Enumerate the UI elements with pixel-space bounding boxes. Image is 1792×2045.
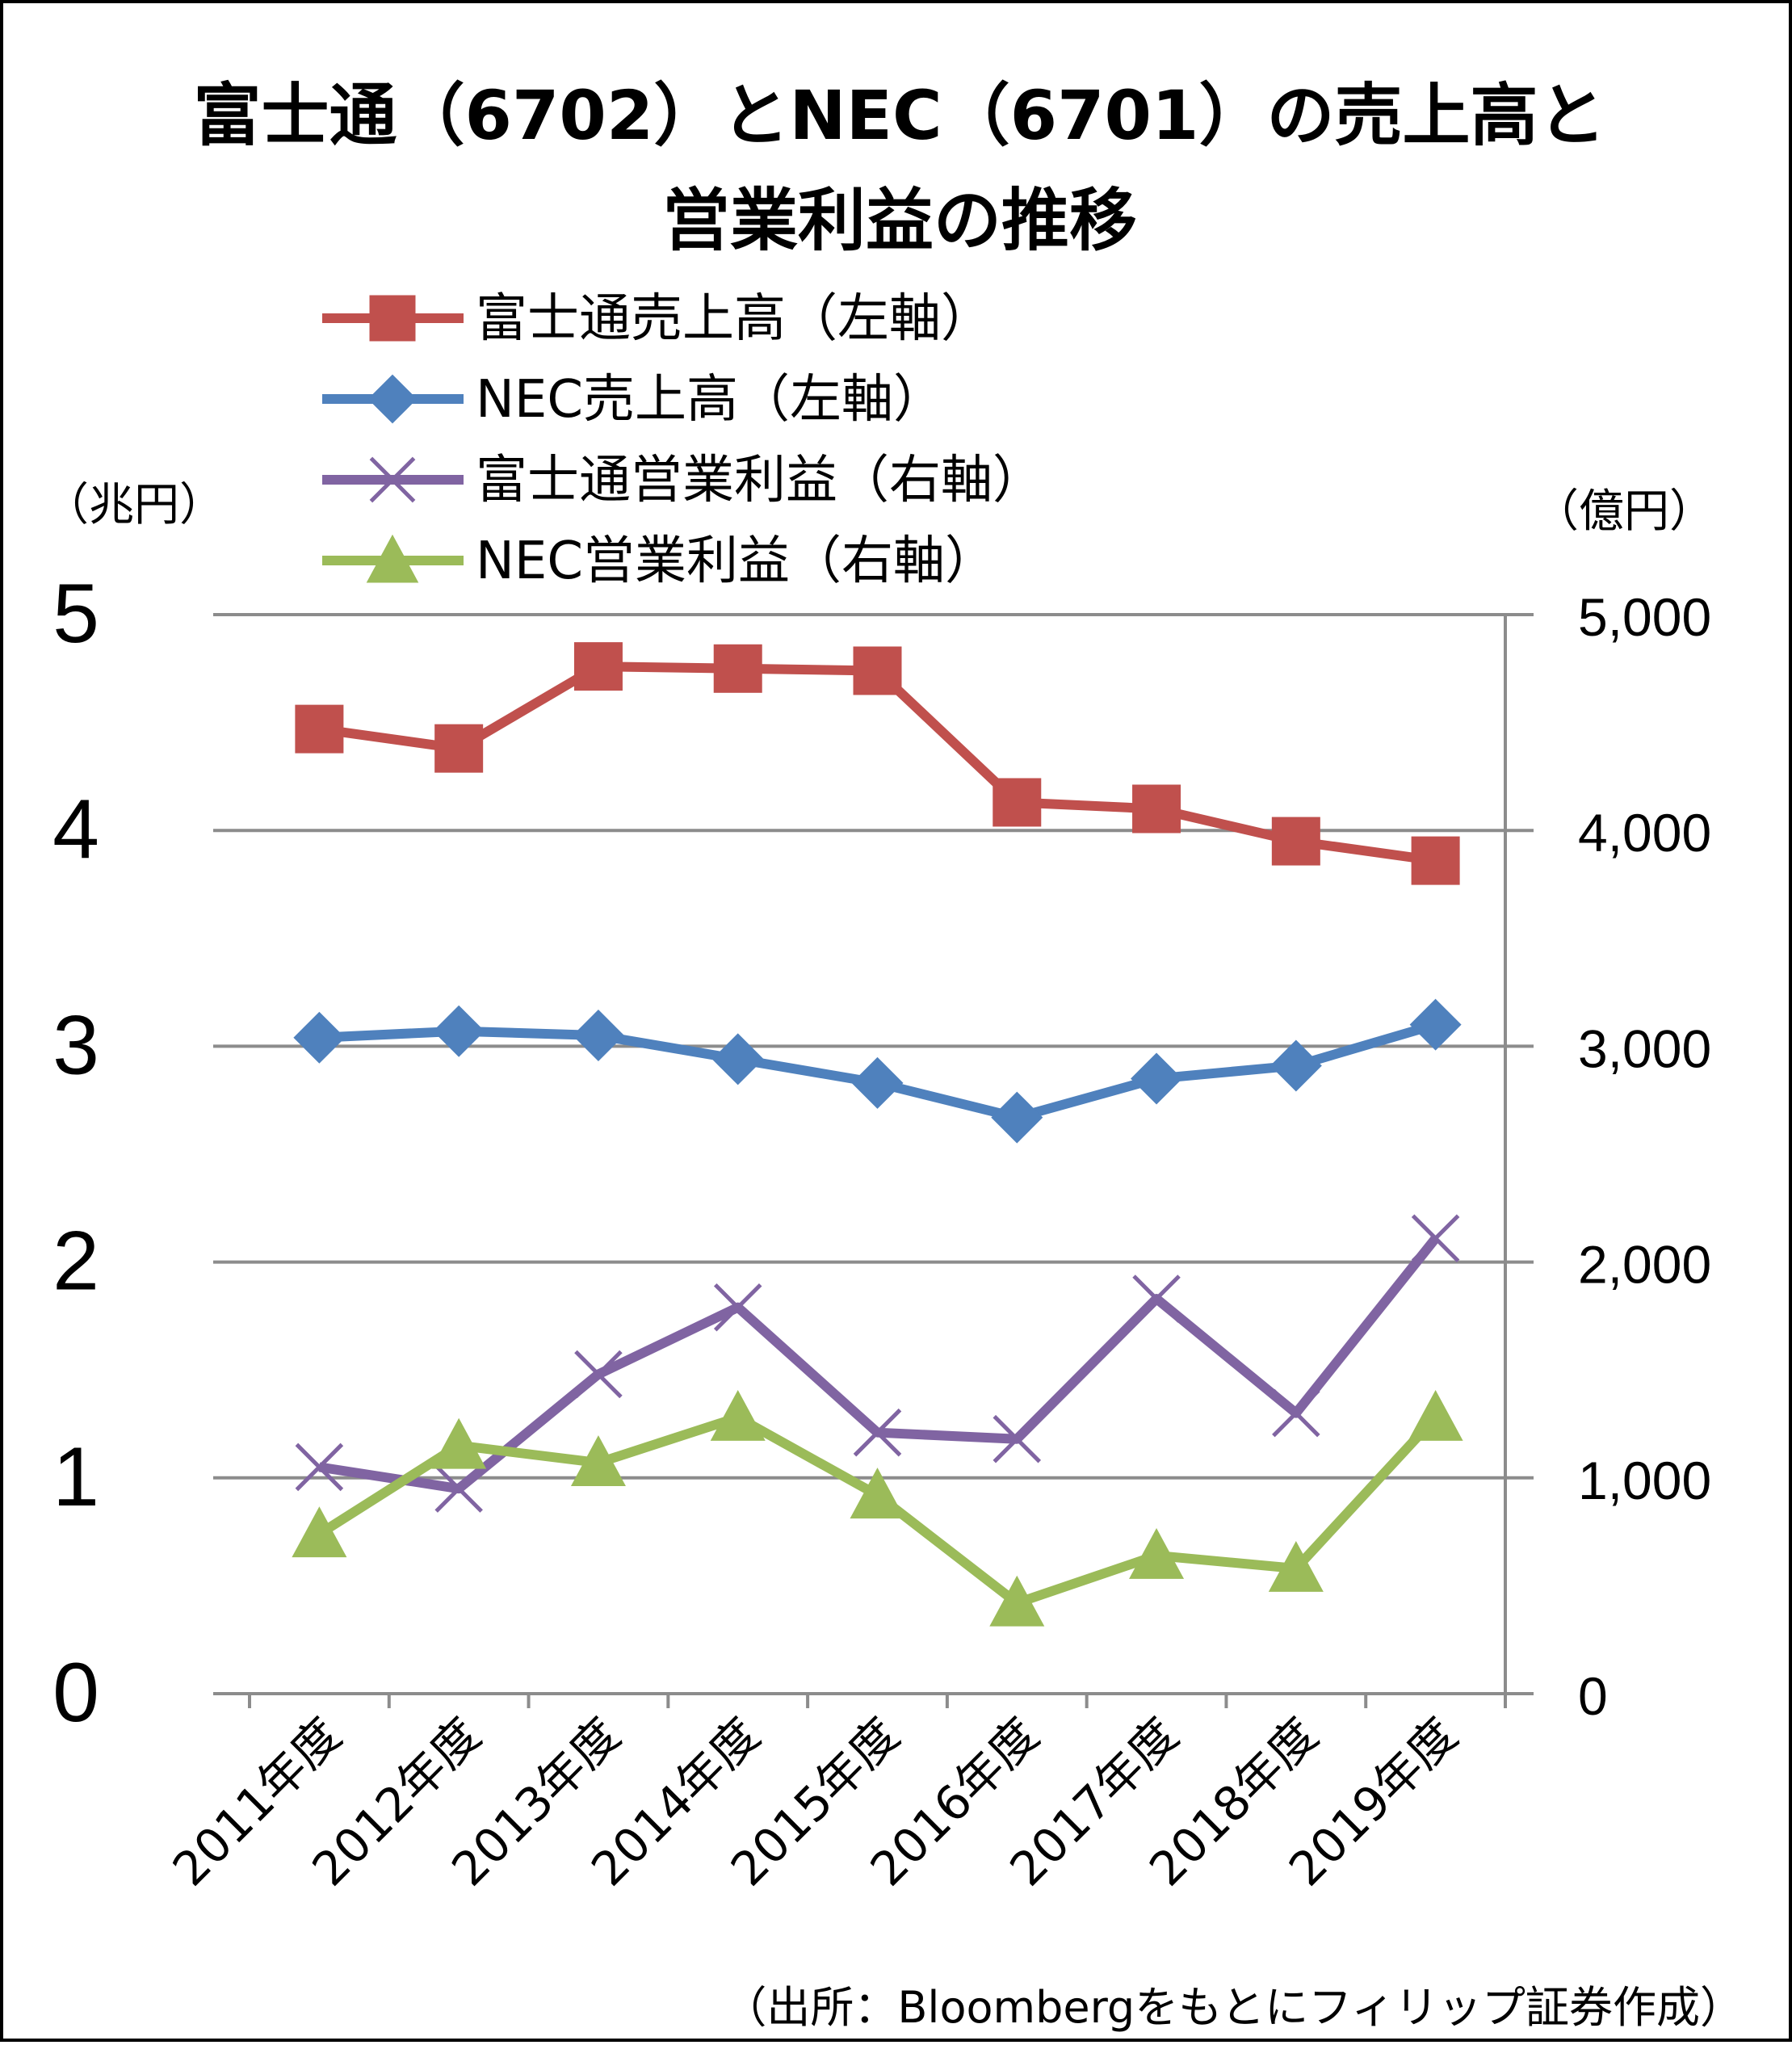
right-y-tick-labels: 0 1,000 2,000 3,000 4,000 5,000 xyxy=(1578,587,1711,1726)
triangle-marker xyxy=(366,534,419,583)
triangle-marker xyxy=(1129,1527,1185,1579)
legend-label: NEC売上高（左軸） xyxy=(476,370,945,430)
left-y-tick-labels: 0 1 2 3 4 5 xyxy=(52,567,99,1740)
triangle-marker xyxy=(989,1575,1045,1627)
triangle-marker xyxy=(1408,1389,1463,1441)
diamond-marker xyxy=(433,1005,485,1057)
x-marker xyxy=(369,456,416,503)
chart-title-line-2: 営業利益の推移 xyxy=(662,181,1137,260)
diamond-marker xyxy=(991,1091,1043,1144)
legend-item: 富士通売上高（左軸） xyxy=(322,289,993,349)
square-marker xyxy=(1411,836,1460,885)
x-marker xyxy=(434,1464,483,1513)
legend-item: NEC営業利益（右軸） xyxy=(322,531,997,591)
legend-label: NEC営業利益（右軸） xyxy=(476,531,997,591)
x-marker xyxy=(574,1350,623,1399)
x-marker xyxy=(1132,1274,1181,1323)
triangle-marker xyxy=(1268,1541,1324,1592)
left-axis-unit: （兆円） xyxy=(44,479,225,531)
series-lines xyxy=(292,642,1463,1627)
triangle-marker xyxy=(570,1435,626,1486)
right-y-tick-label: 5,000 xyxy=(1578,587,1711,647)
series-group xyxy=(293,998,1462,1144)
legend-item: NEC売上高（左軸） xyxy=(322,370,945,430)
diamond-marker xyxy=(367,374,418,424)
x-marker xyxy=(993,1414,1042,1463)
square-marker xyxy=(295,704,344,754)
right-y-tick-label: 1,000 xyxy=(1578,1451,1711,1510)
left-y-tick-label: 4 xyxy=(52,783,99,876)
diamond-marker xyxy=(711,1033,764,1085)
square-marker xyxy=(1271,817,1320,866)
left-y-tick-label: 5 xyxy=(52,567,99,661)
triangle-marker xyxy=(431,1417,487,1469)
diamond-marker xyxy=(1409,998,1462,1051)
series-group xyxy=(292,1389,1463,1627)
left-y-tick-label: 3 xyxy=(52,998,99,1092)
right-axis-unit: （億円） xyxy=(1534,485,1714,538)
square-marker xyxy=(1132,784,1181,834)
right-y-tick-label: 0 xyxy=(1578,1666,1608,1726)
square-marker xyxy=(713,644,762,693)
axes xyxy=(213,615,1534,1708)
square-marker xyxy=(853,646,902,695)
x-marker xyxy=(713,1283,762,1332)
legend-label: 富士通売上高（左軸） xyxy=(476,289,993,349)
legend: 富士通売上高（左軸） NEC売上高（左軸） 富士通営業利益（右軸） NEC営業利益（右… xyxy=(322,289,1044,591)
line-chart: 富士通（6702）とNEC（6701）の売上高と 営業利益の推移 （兆円） （億… xyxy=(44,76,1744,2033)
x-marker xyxy=(295,1442,344,1492)
triangle-marker xyxy=(292,1506,347,1558)
chart-title-line-1: 富士通（6702）とNEC（6701）の売上高と xyxy=(194,76,1606,155)
left-y-tick-label: 2 xyxy=(52,1215,99,1308)
x-marker xyxy=(1411,1214,1460,1262)
square-marker xyxy=(434,724,484,773)
legend-item: 富士通営業利益（右軸） xyxy=(322,451,1044,510)
square-marker xyxy=(369,295,416,342)
chart-title: 富士通（6702）とNEC（6701）の売上高と 営業利益の推移 xyxy=(194,76,1606,260)
x-marker xyxy=(853,1408,902,1457)
triangle-marker xyxy=(850,1468,905,1519)
square-marker xyxy=(993,778,1042,827)
legend-label: 富士通営業利益（右軸） xyxy=(476,451,1044,510)
diamond-marker xyxy=(851,1056,904,1109)
diamond-marker xyxy=(1270,1039,1322,1092)
left-y-tick-label: 0 xyxy=(52,1646,99,1740)
right-y-tick-label: 4,000 xyxy=(1578,803,1711,863)
square-marker xyxy=(573,642,623,691)
series-group xyxy=(295,642,1460,885)
diamond-marker xyxy=(293,1011,346,1064)
diamond-marker xyxy=(1131,1052,1183,1105)
diamond-marker xyxy=(572,1010,624,1062)
x-tick-labels: 2011年度2012年度2013年度2014年度2015年度2016年度2017… xyxy=(162,1707,1468,1896)
right-y-tick-label: 2,000 xyxy=(1578,1235,1711,1295)
source-note: （出所：Bloombergをもとにフィリップ証券作成） xyxy=(723,1982,1744,2033)
x-marker xyxy=(1272,1388,1320,1438)
triangle-marker xyxy=(710,1389,766,1441)
right-y-tick-label: 3,000 xyxy=(1578,1018,1711,1078)
left-y-tick-label: 1 xyxy=(52,1430,99,1524)
